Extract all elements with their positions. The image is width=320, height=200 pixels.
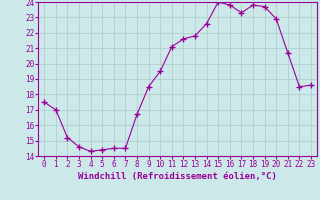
X-axis label: Windchill (Refroidissement éolien,°C): Windchill (Refroidissement éolien,°C) xyxy=(78,172,277,181)
